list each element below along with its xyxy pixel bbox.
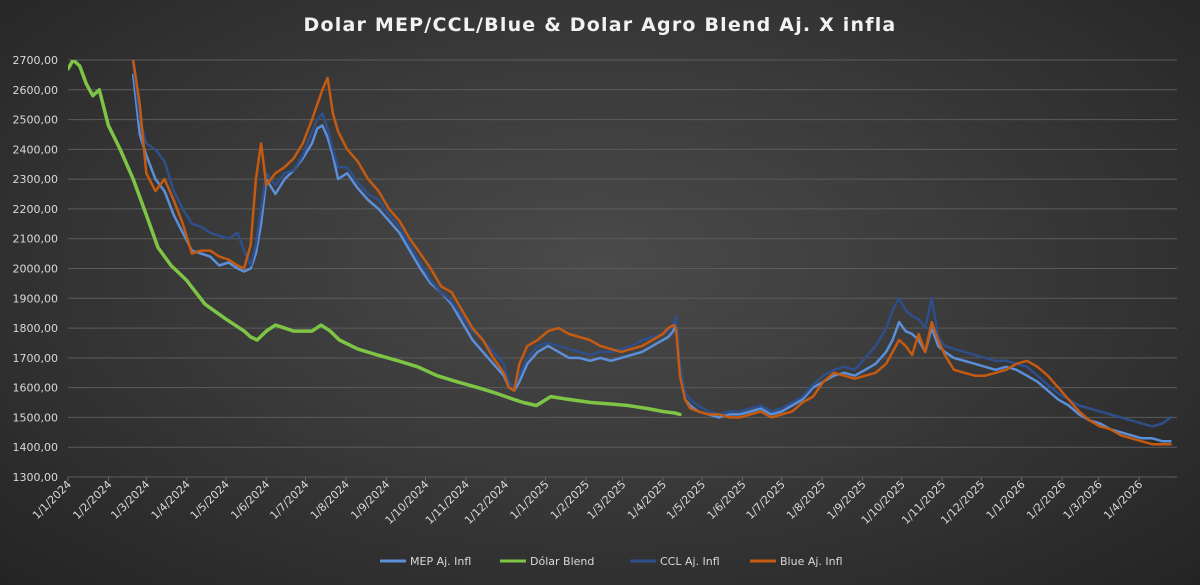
x-tick-label: 1/4/2026 — [1101, 478, 1145, 522]
legend-label: Dólar Blend — [530, 555, 594, 568]
y-tick-label: 2700,00 — [13, 54, 59, 67]
x-tick-label: 1/7/2025 — [744, 478, 788, 522]
legend-label: MEP Aj. Infl — [410, 555, 471, 568]
x-tick-label: 1/5/2025 — [664, 478, 708, 522]
x-tick-label: 1/6/2025 — [705, 478, 749, 522]
x-tick-label: 1/5/2024 — [188, 478, 232, 522]
y-tick-label: 2000,00 — [13, 263, 59, 276]
x-tick-label: 1/1/2024 — [30, 478, 74, 522]
x-tick-label: 1/1/2026 — [984, 478, 1028, 522]
x-tick-label: 1/7/2024 — [267, 478, 311, 522]
y-tick-label: 2100,00 — [13, 233, 59, 246]
y-tick-label: 2200,00 — [13, 203, 59, 216]
series-line-d-lar-blend — [68, 60, 682, 417]
legend-label: Blue Aj. Infl — [780, 555, 843, 568]
series-line-blue-aj-infl — [131, 60, 1172, 446]
y-tick-label: 1400,00 — [13, 441, 59, 454]
legend: MEP Aj. Infl Dólar Blend CCL Aj. Infl Blue … — [380, 555, 843, 568]
chart-title: Dolar MEP/CCL/Blue & Dolar Agro Blend Aj… — [303, 14, 897, 36]
gridlines — [68, 59, 1177, 478]
y-tick-label: 1800,00 — [13, 322, 59, 335]
y-tick-label: 1500,00 — [13, 411, 59, 424]
x-tick-label: 1/2/2026 — [1024, 478, 1068, 522]
y-tick-label: 2400,00 — [13, 143, 59, 156]
x-tick-label: 1/1/2025 — [508, 478, 552, 522]
x-tick-label: 1/3/2026 — [1061, 478, 1105, 522]
y-tick-label: 1300,00 — [13, 471, 59, 484]
y-tick-label: 1600,00 — [13, 382, 59, 395]
series-line-ccl-aj-infl — [131, 61, 1172, 428]
x-axis-ticks: 1/1/20241/2/20241/3/20241/4/20241/5/2024… — [30, 477, 1145, 527]
x-tick-label: 1/4/2024 — [149, 478, 193, 522]
x-tick-label: 1/8/2025 — [784, 478, 828, 522]
x-tick-label: 1/3/2024 — [108, 478, 152, 522]
x-tick-label: 1/4/2025 — [625, 478, 669, 522]
series-lines — [68, 60, 1172, 446]
series-line-mep-aj-infl — [131, 73, 1172, 443]
x-tick-label: 1/2/2024 — [70, 478, 114, 522]
y-axis-ticks: 1300,00 1400,00 1500,00 1600,00 1700,00 1800,… — [13, 54, 59, 484]
y-tick-label: 2500,00 — [13, 114, 59, 127]
y-tick-label: 1900,00 — [13, 292, 59, 305]
x-tick-label: 1/3/2025 — [584, 478, 628, 522]
x-tick-label: 1/8/2024 — [308, 478, 352, 522]
y-tick-label: 2300,00 — [13, 173, 59, 186]
x-tick-label: 1/6/2024 — [228, 478, 272, 522]
x-tick-label: 1/2/2025 — [548, 478, 592, 522]
y-tick-label: 1700,00 — [13, 352, 59, 365]
y-tick-label: 2600,00 — [13, 84, 59, 97]
legend-label: CCL Aj. Infl — [660, 555, 720, 568]
